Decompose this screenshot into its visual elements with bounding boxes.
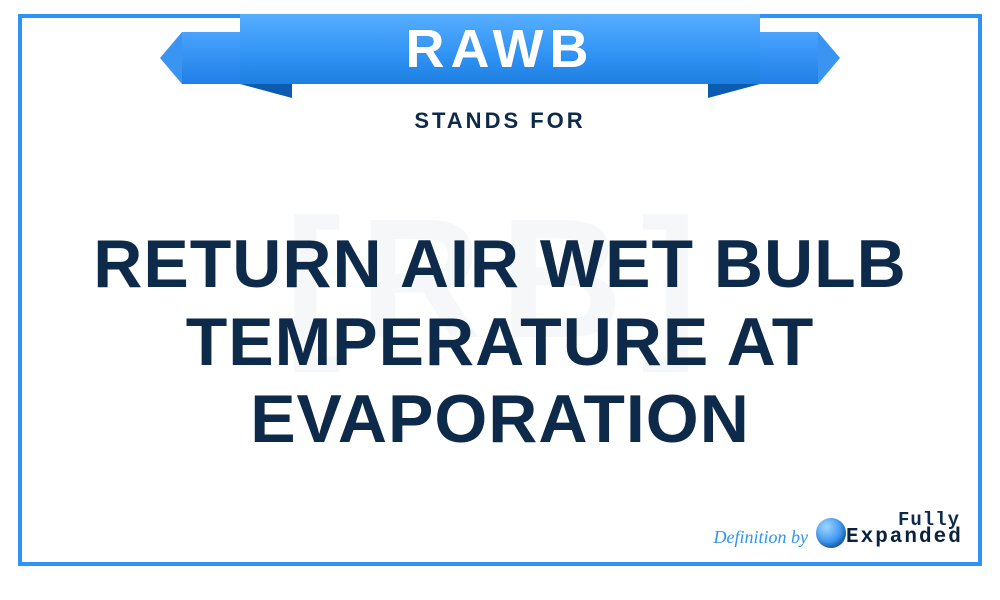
definition-text: RETURN AIR WET BULB TEMPERATURE AT EVAPO… [22,226,978,459]
source-logo: Fully Expanded [816,512,964,554]
ribbon-front: RAWB [240,14,760,84]
definition-by-label: Definition by [714,527,808,548]
logo-line-2: Expanded [846,529,966,548]
stands-for-label: STANDS FOR [22,108,978,134]
acronym-text: RAWB [406,18,595,80]
globe-icon [816,518,846,548]
logo-text: Fully Expanded [846,512,966,548]
acronym-ribbon: RAWB [240,14,760,100]
definition-card: [RB] RAWB STANDS FOR RETURN AIR WET BULB… [18,14,982,566]
ribbon-fold-left [240,84,292,98]
ribbon-fold-right [708,84,760,98]
